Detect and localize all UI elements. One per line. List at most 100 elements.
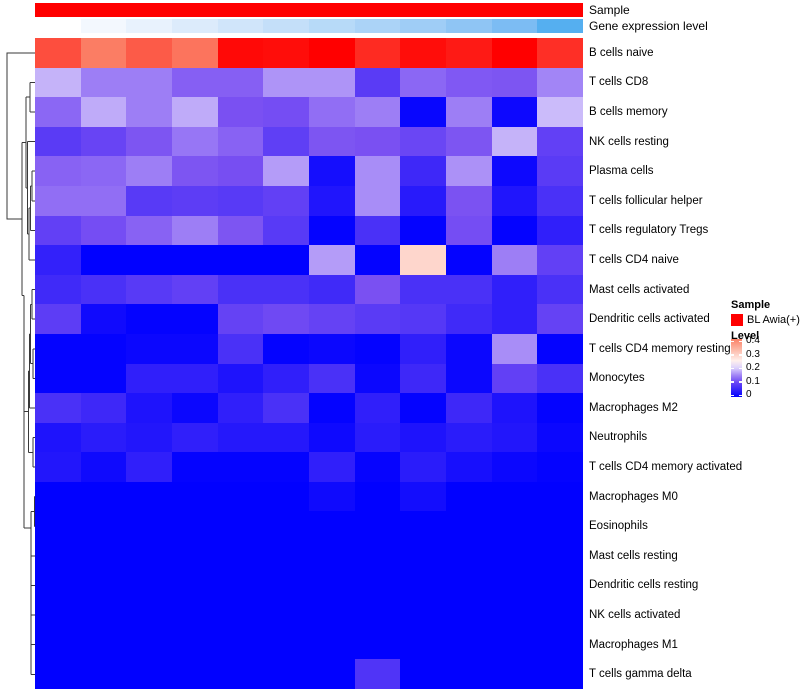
- heatmap-cell: [354, 452, 401, 482]
- heatmap-cell: [400, 97, 446, 127]
- annotation-cell-sample: [537, 3, 584, 17]
- heatmap-cell: [400, 67, 446, 98]
- heatmap-cell: [309, 629, 355, 660]
- heatmap-cell: [263, 156, 309, 186]
- heatmap-cell: [537, 185, 583, 216]
- annotation-bar-sample: [35, 3, 584, 17]
- heatmap-cell: [126, 600, 172, 630]
- row-label: T cells CD4 naive: [589, 253, 679, 266]
- heatmap-cell: [172, 570, 218, 601]
- heatmap-cell: [35, 363, 81, 394]
- heatmap-cell: [263, 393, 309, 423]
- heatmap-cell: [491, 215, 538, 246]
- heatmap-cell: [309, 511, 355, 542]
- heatmap-cell: [35, 304, 81, 334]
- annotation-cell-sample: [491, 3, 538, 17]
- heatmap-cell: [537, 363, 583, 394]
- heatmap-cell: [491, 126, 538, 157]
- heatmap-cell: [309, 215, 355, 246]
- level-tick-mark: [731, 340, 734, 342]
- heatmap-cell: [446, 304, 492, 334]
- heatmap-cell: [80, 481, 127, 512]
- heatmap-cell: [309, 67, 355, 98]
- heatmap-cell: [172, 422, 218, 453]
- row-label: T cells CD8: [589, 76, 649, 89]
- heatmap-cell: [126, 481, 172, 512]
- heatmap-cell: [263, 600, 309, 630]
- heatmap-cell: [172, 333, 218, 364]
- row-label: Eosinophils: [589, 520, 648, 533]
- level-tick-mark: [739, 394, 742, 396]
- heatmap-cell: [217, 67, 264, 98]
- annotation-cell-sample: [35, 3, 81, 17]
- heatmap-cell: [491, 600, 538, 630]
- annotation-cell-sample: [309, 3, 355, 17]
- annotation-cell-gene-expression: [126, 19, 173, 33]
- heatmap-cell: [80, 126, 127, 157]
- heatmap-cell: [263, 541, 309, 571]
- annotation-cell-gene-expression: [263, 19, 310, 33]
- heatmap-cell: [446, 481, 492, 512]
- heatmap-cell: [172, 38, 218, 68]
- heatmap-cell: [400, 156, 446, 186]
- level-tick-label: 0.3: [746, 348, 760, 360]
- heatmap-cell: [491, 363, 538, 394]
- heatmap-cell: [354, 659, 401, 689]
- heatmap-cell: [217, 452, 264, 482]
- heatmap-cell: [217, 245, 264, 275]
- heatmap-cell: [537, 452, 583, 482]
- heatmap-cell: [80, 600, 127, 630]
- heatmap-cell: [35, 67, 81, 98]
- heatmap-cell: [126, 511, 172, 542]
- annotation-cell-sample: [400, 3, 447, 17]
- heatmap-cell: [446, 67, 492, 98]
- heatmap-grid: [35, 38, 583, 689]
- heatmap-cell: [217, 126, 264, 157]
- heatmap-cell: [491, 570, 538, 601]
- heatmap-cell: [263, 245, 309, 275]
- heatmap-cell: [400, 659, 446, 689]
- heatmap-cell: [354, 245, 401, 275]
- annotation-cell-gene-expression: [80, 19, 127, 33]
- heatmap-cell: [80, 304, 127, 334]
- row-label: NK cells activated: [589, 609, 681, 622]
- heatmap-cell: [537, 67, 583, 98]
- heatmap-cell: [537, 422, 583, 453]
- heatmap-cell: [446, 511, 492, 542]
- annotation-cell-sample: [354, 3, 401, 17]
- heatmap-cell: [126, 245, 172, 275]
- annotation-cell-gene-expression: [309, 19, 355, 33]
- heatmap-cell: [217, 215, 264, 246]
- heatmap-cell: [354, 38, 401, 68]
- heatmap-cell: [446, 422, 492, 453]
- heatmap-cell: [537, 333, 583, 364]
- heatmap-cell: [35, 333, 81, 364]
- level-tick-mark: [731, 394, 734, 396]
- heatmap-cell: [35, 38, 81, 68]
- heatmap-cell: [309, 570, 355, 601]
- heatmap-cell: [491, 541, 538, 571]
- heatmap-cell: [35, 393, 81, 423]
- heatmap-cell: [354, 304, 401, 334]
- heatmap-cell: [126, 422, 172, 453]
- row-label: Macrophages M0: [589, 490, 678, 503]
- heatmap-cell: [354, 511, 401, 542]
- heatmap-cell: [80, 274, 127, 305]
- heatmap-cell: [400, 274, 446, 305]
- heatmap-cell: [309, 363, 355, 394]
- heatmap-cell: [80, 570, 127, 601]
- heatmap-cell: [126, 185, 172, 216]
- level-tick-label: 0.4: [746, 335, 760, 346]
- heatmap-cell: [354, 629, 401, 660]
- row-label: Plasma cells: [589, 165, 654, 178]
- heatmap-cell: [446, 659, 492, 689]
- heatmap-cell: [491, 185, 538, 216]
- heatmap-cell: [263, 274, 309, 305]
- level-tick-mark: [731, 381, 734, 383]
- heatmap-cell: [354, 481, 401, 512]
- heatmap-cell: [354, 541, 401, 571]
- heatmap-cell: [217, 541, 264, 571]
- heatmap-cell: [491, 452, 538, 482]
- heatmap-cell: [309, 126, 355, 157]
